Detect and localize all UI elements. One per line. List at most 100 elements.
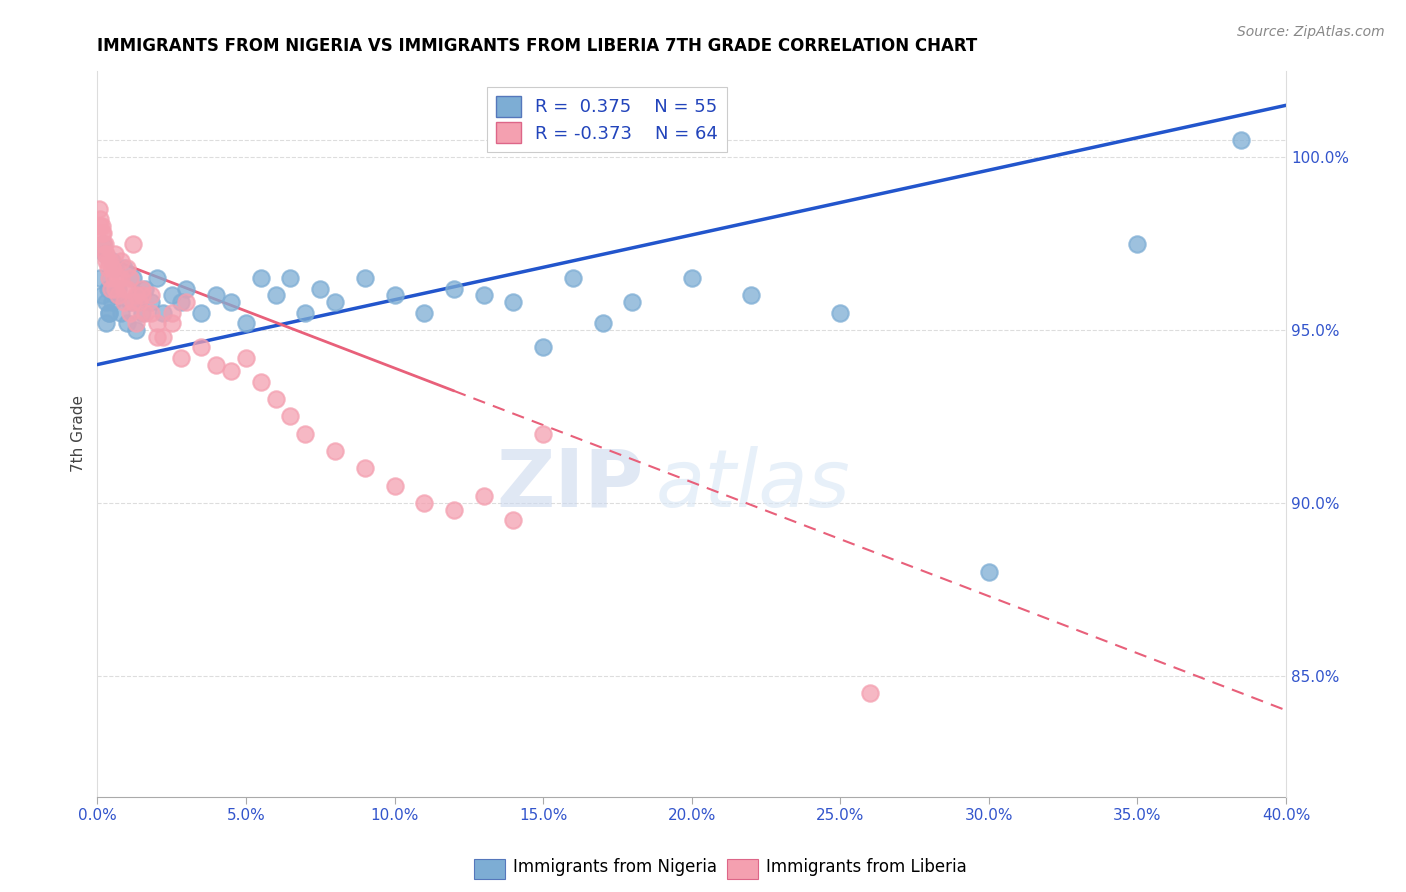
Point: [353, 271, 375, 285]
Point: [294, 306, 316, 320]
Point: [323, 444, 346, 458]
Point: [97, 281, 120, 295]
Point: [592, 316, 614, 330]
Point: [110, 271, 132, 285]
Point: [134, 306, 156, 320]
Point: [98, 253, 121, 268]
Point: [101, 260, 124, 275]
Point: [176, 295, 198, 310]
Text: atlas: atlas: [657, 445, 851, 524]
Point: [112, 260, 135, 275]
Point: [107, 288, 129, 302]
Point: [160, 288, 183, 302]
Y-axis label: 7th Grade: 7th Grade: [72, 395, 86, 472]
Point: [104, 281, 127, 295]
Point: [280, 409, 302, 424]
Point: [413, 306, 436, 320]
Point: [169, 351, 191, 365]
Point: [101, 260, 124, 275]
Point: [128, 288, 150, 302]
Point: [118, 271, 141, 285]
Point: [118, 306, 141, 320]
Point: [110, 253, 132, 268]
Point: [531, 426, 554, 441]
Point: [134, 281, 156, 295]
Point: [94, 236, 117, 251]
Point: [104, 288, 127, 302]
Point: [112, 295, 135, 310]
Point: [96, 295, 118, 310]
Point: [103, 271, 125, 285]
Text: IMMIGRANTS FROM NIGERIA VS IMMIGRANTS FROM LIBERIA 7TH GRADE CORRELATION CHART: IMMIGRANTS FROM NIGERIA VS IMMIGRANTS FR…: [97, 37, 977, 55]
Point: [94, 247, 117, 261]
Point: [107, 271, 129, 285]
Point: [89, 271, 111, 285]
Point: [101, 253, 124, 268]
Point: [139, 288, 162, 302]
Point: [235, 316, 257, 330]
Point: [561, 271, 583, 285]
Point: [264, 288, 287, 302]
Point: [353, 461, 375, 475]
Point: [205, 288, 228, 302]
Point: [235, 351, 257, 365]
Point: [112, 281, 135, 295]
Point: [107, 281, 129, 295]
Point: [219, 364, 242, 378]
Text: Immigrants from Liberia: Immigrants from Liberia: [766, 858, 967, 876]
Point: [87, 202, 110, 216]
Point: [98, 306, 121, 320]
Point: [125, 316, 148, 330]
Point: [264, 392, 287, 406]
Text: Source: ZipAtlas.com: Source: ZipAtlas.com: [1237, 25, 1385, 39]
Point: [176, 281, 198, 295]
Point: [131, 281, 153, 295]
Point: [104, 260, 127, 275]
Point: [115, 316, 138, 330]
Point: [413, 496, 436, 510]
Point: [110, 306, 132, 320]
Point: [1126, 236, 1149, 251]
Point: [621, 295, 644, 310]
Point: [323, 295, 346, 310]
Text: ZIP: ZIP: [496, 445, 644, 524]
Point: [190, 306, 212, 320]
Point: [146, 316, 169, 330]
Point: [98, 271, 121, 285]
Point: [830, 306, 852, 320]
Point: [91, 236, 114, 251]
Point: [502, 513, 524, 527]
Point: [443, 502, 465, 516]
Point: [384, 288, 406, 302]
Point: [146, 271, 169, 285]
Point: [472, 288, 495, 302]
Point: [125, 323, 148, 337]
Point: [91, 236, 114, 251]
Point: [122, 271, 145, 285]
Point: [280, 271, 302, 285]
Point: [384, 478, 406, 492]
Point: [249, 271, 271, 285]
Point: [96, 316, 118, 330]
Point: [190, 340, 212, 354]
Point: [91, 226, 114, 240]
Point: [139, 295, 162, 310]
Point: [249, 375, 271, 389]
Point: [96, 247, 118, 261]
Point: [152, 330, 174, 344]
Point: [115, 260, 138, 275]
Point: [502, 295, 524, 310]
Point: [100, 281, 122, 295]
Point: [90, 288, 112, 302]
Point: [122, 236, 145, 251]
Point: [160, 316, 183, 330]
Point: [294, 426, 316, 441]
Point: [90, 219, 112, 234]
Point: [152, 306, 174, 320]
Point: [94, 247, 117, 261]
Point: [104, 247, 127, 261]
Point: [859, 686, 882, 700]
Point: [977, 565, 1000, 579]
Point: [131, 306, 153, 320]
Point: [98, 306, 121, 320]
